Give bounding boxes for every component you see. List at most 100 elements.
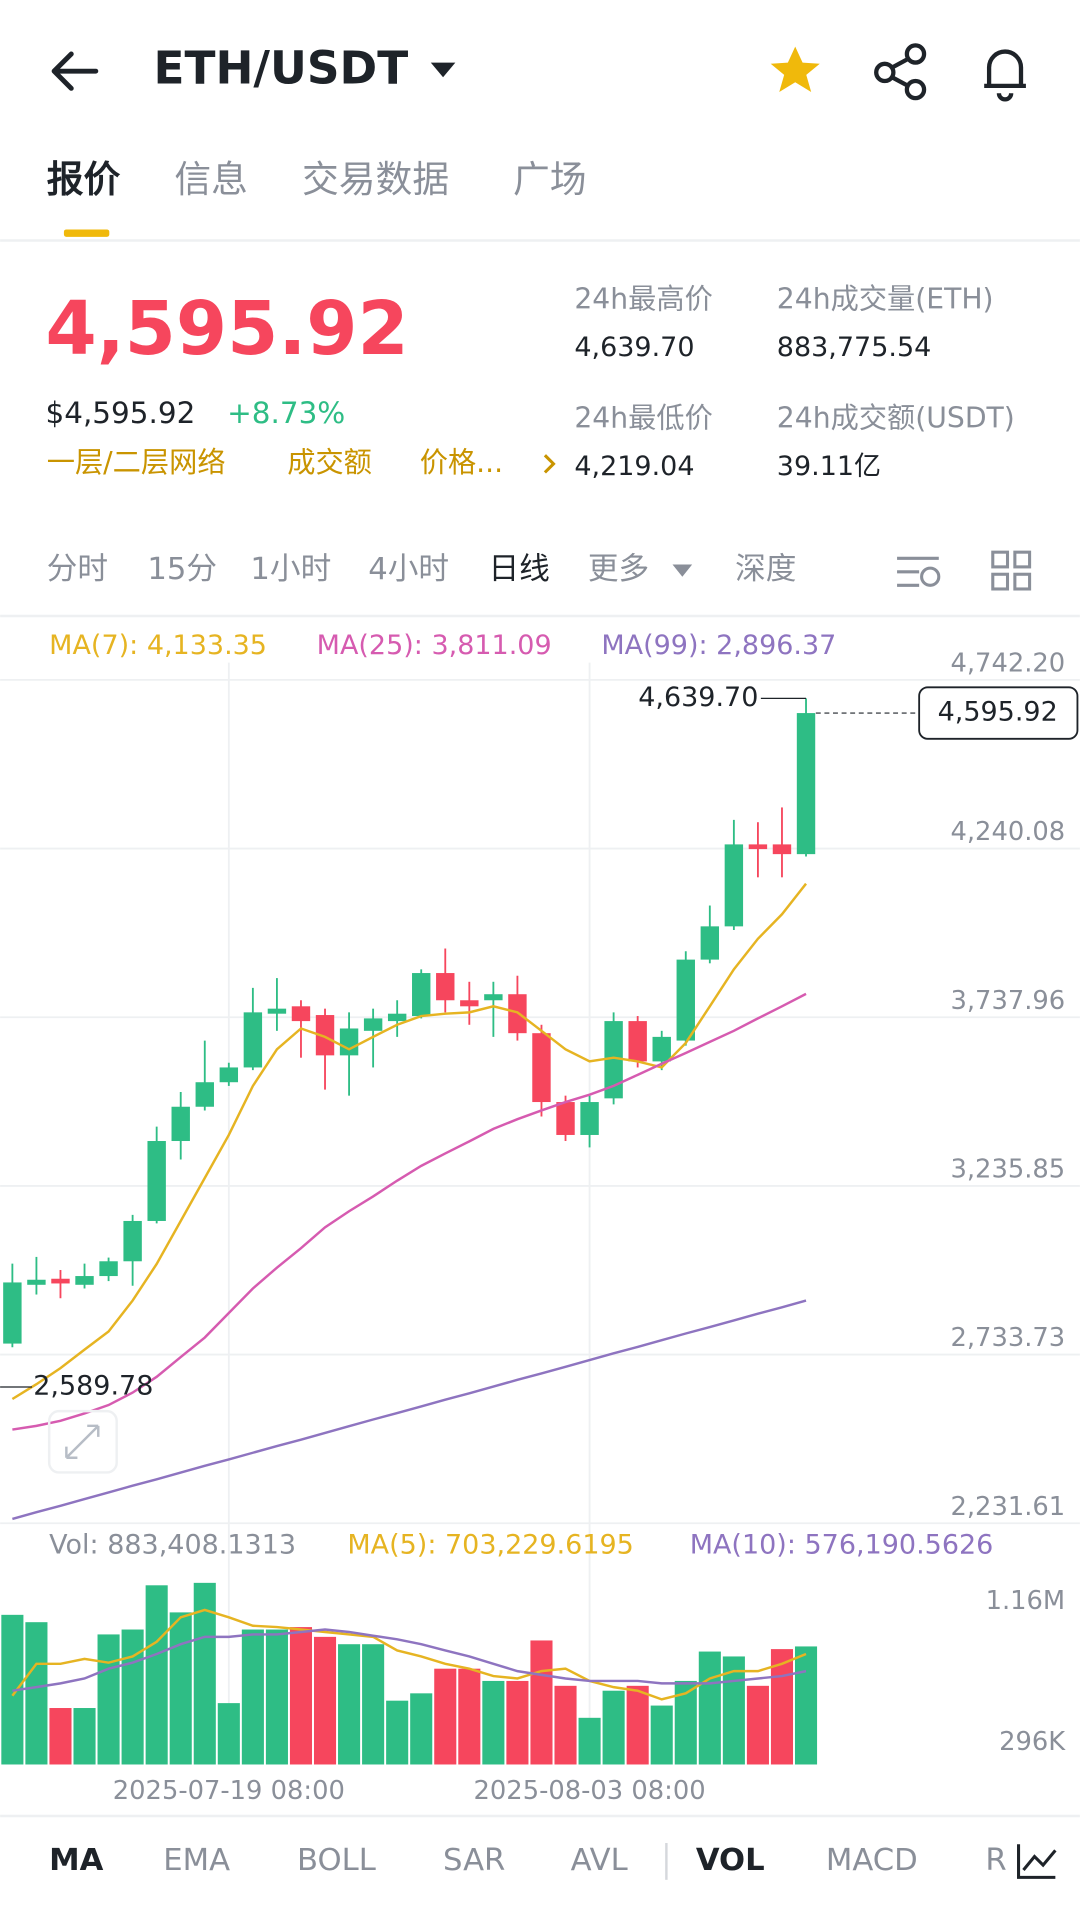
y-tick-label: 3,737.96 [951, 986, 1066, 1016]
volume-bar [241, 1629, 264, 1765]
candle-body [700, 926, 720, 960]
expand-button[interactable] [47, 1409, 118, 1474]
indicator-tab[interactable]: VOL [696, 1843, 765, 1878]
volume-bar [265, 1629, 288, 1765]
tag-link[interactable]: 一层/二层网络 [47, 446, 226, 479]
legend-entry: MA(99): 2,896.37 [601, 630, 836, 661]
volume-bar [650, 1705, 673, 1765]
candle-body [796, 713, 816, 855]
share-button[interactable] [874, 43, 927, 101]
legend-entry: MA(5): 703,229.6195 [347, 1530, 633, 1561]
tab[interactable]: 广场 [513, 158, 587, 201]
last-price-label: 4,595.92 [938, 697, 1058, 728]
interval-tab[interactable]: 更多 [588, 552, 649, 587]
indicator-tab[interactable]: BOLL [297, 1843, 376, 1878]
volume-bar [746, 1685, 769, 1765]
candle-body [243, 1012, 263, 1068]
candle-body [604, 1021, 623, 1099]
tab-indicator [63, 229, 110, 237]
candle-body [748, 844, 768, 850]
y-tick-label: 4,240.08 [951, 817, 1066, 847]
indicator-tab[interactable]: SAR [443, 1843, 505, 1878]
vol-ma-line [12, 1628, 807, 1692]
tab[interactable]: 信息 [174, 158, 248, 201]
candle-body [556, 1102, 575, 1135]
volume-bar [626, 1685, 649, 1765]
volume-bar [506, 1680, 529, 1765]
ma-line [12, 1299, 807, 1521]
volume-bar [722, 1656, 745, 1765]
tab[interactable]: 交易数据 [302, 158, 449, 201]
tab[interactable]: 报价 [47, 158, 121, 201]
indicator-tab[interactable]: MA [49, 1843, 104, 1878]
indicator-tab[interactable]: R [985, 1843, 1006, 1878]
indicator-tab[interactable]: MACD [826, 1843, 918, 1878]
legend-entry: MA(25): 3,811.09 [317, 630, 552, 661]
y-tick-label: 2,231.61 [951, 1492, 1066, 1522]
y-tick-label: 4,742.20 [951, 648, 1066, 678]
settings-icon[interactable] [897, 556, 941, 587]
indicator-tab[interactable]: AVL [571, 1843, 628, 1878]
alert-bell[interactable] [984, 49, 1026, 102]
interval-tab[interactable]: 4小时 [368, 552, 449, 587]
interval-tab[interactable]: 15分 [147, 552, 217, 587]
indicator-tab[interactable]: EMA [163, 1843, 230, 1878]
candle-body [267, 1008, 287, 1014]
pair-title[interactable]: ETH/USDT [153, 42, 408, 95]
candle-body [27, 1279, 46, 1285]
more-chevron[interactable] [543, 454, 556, 474]
back-button[interactable] [51, 51, 99, 91]
y-tick-label: 3,235.85 [951, 1154, 1066, 1184]
candle-body [219, 1067, 239, 1083]
stat-value: 883,775.54 [777, 332, 932, 363]
candle-body [460, 1000, 479, 1007]
volume-bar [386, 1700, 409, 1765]
candle-body [484, 994, 503, 1001]
volume-title: Vol: 883,408.1313 [49, 1530, 296, 1561]
tag-link[interactable]: 成交额 [287, 446, 372, 479]
volume-bar [49, 1708, 72, 1765]
volume-bar [289, 1627, 313, 1765]
candle-body [724, 844, 744, 927]
candle-body [772, 844, 792, 855]
last-price-box [918, 686, 1079, 740]
vol-tick-label: 296K [999, 1727, 1066, 1757]
volume-bar [338, 1644, 361, 1765]
candle-body [195, 1082, 214, 1107]
low-marker-label: 2,589.78 [33, 1370, 153, 1401]
tag-link[interactable]: 价格... [420, 446, 503, 479]
interval-tab[interactable]: 日线 [488, 552, 549, 587]
volume-bar [602, 1690, 625, 1765]
candle-body [51, 1278, 70, 1284]
pair-dropdown[interactable] [430, 62, 456, 78]
candle-body [412, 973, 431, 1017]
candle-body [363, 1018, 383, 1031]
legend-entry: MA(10): 576,190.5626 [690, 1530, 994, 1561]
candle-body [147, 1141, 166, 1221]
stat-value: 4,219.04 [574, 451, 694, 482]
candle-body [123, 1220, 142, 1262]
candle-body [532, 1033, 551, 1103]
high-marker-label: 4,639.70 [638, 682, 758, 713]
candle-body [291, 1006, 311, 1022]
last-price: 4,595.92 [46, 287, 409, 372]
volume-bar [578, 1717, 601, 1765]
volume-bar [530, 1640, 553, 1765]
more-dropdown[interactable] [672, 564, 693, 577]
candle-body [652, 1036, 671, 1062]
interval-tab[interactable]: 分时 [47, 552, 108, 587]
x-tick-label: 2025-07-19 08:00 [113, 1776, 345, 1806]
price-change: +8.73% [227, 396, 345, 430]
stat-label: 24h成交量(ETH) [777, 283, 994, 316]
layout-icon[interactable] [991, 550, 1032, 591]
candle-body [171, 1106, 190, 1142]
interval-tab[interactable]: 深度 [735, 552, 796, 587]
candle-body [676, 959, 695, 1041]
favorite-star[interactable] [770, 46, 820, 93]
interval-tab[interactable]: 1小时 [250, 552, 331, 587]
volume-bar [434, 1668, 457, 1765]
volume-bar [362, 1644, 385, 1765]
chart-tools-icon[interactable] [1017, 1844, 1057, 1879]
volume-bar [674, 1680, 697, 1765]
